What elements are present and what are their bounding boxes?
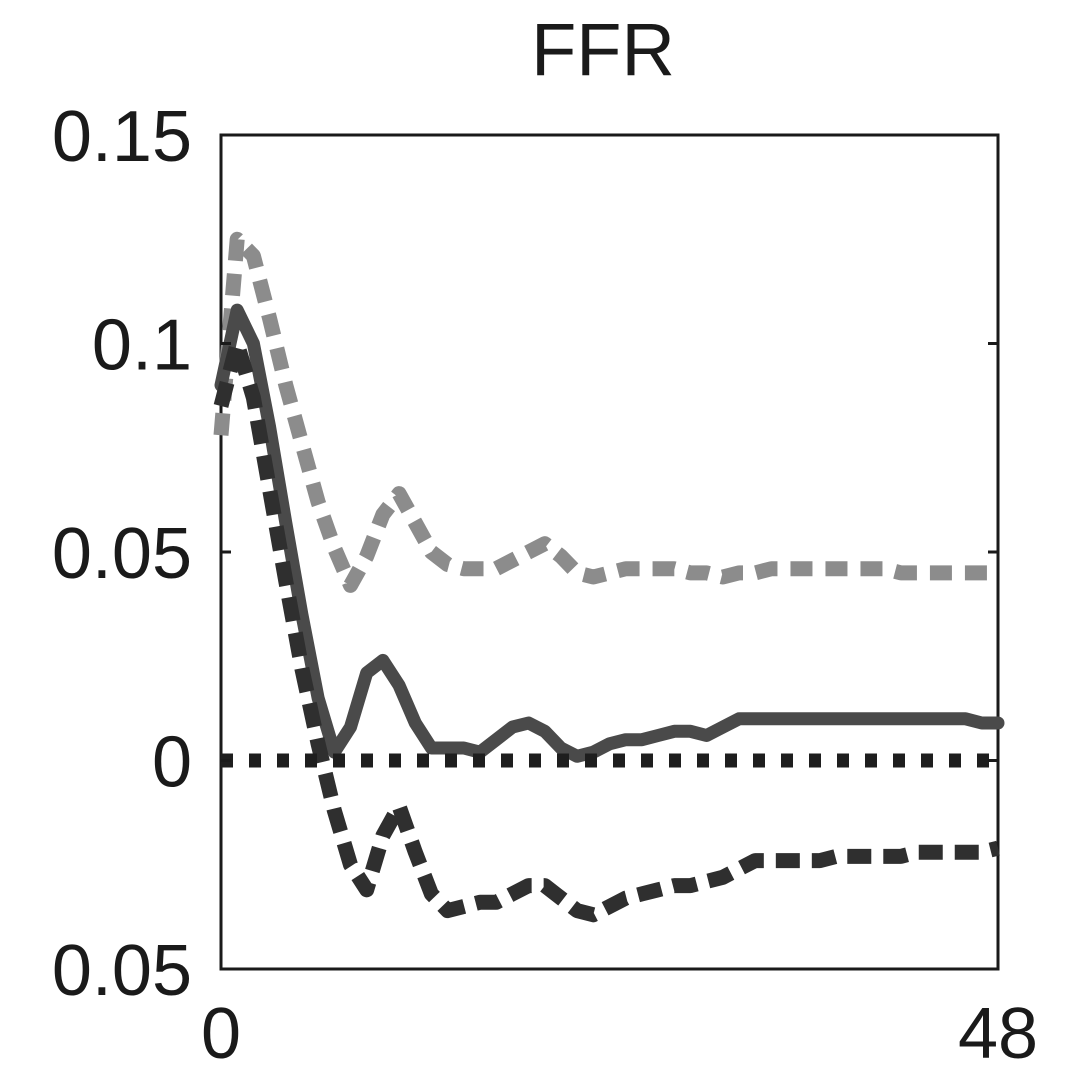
y-axis-ticks: 0.15 0.1 0.05 0 0.05 [52,97,998,1011]
y-tick-label: 0.15 [52,97,192,177]
series-line-2-solid [214,303,1005,763]
y-tick-label: 0 [152,723,192,803]
series-line-1-dashed-light [213,231,998,593]
y-tick-label: 0.1 [92,306,192,386]
series-layer [213,231,1005,923]
x-tick-label: 0 [201,994,241,1074]
y-tick-label: 0.05 [52,514,192,594]
x-axis-ticks: 0 48 [201,994,1038,1074]
x-tick-label: 48 [958,994,1038,1074]
series-line-3-dashed-dark [213,336,1000,923]
y-tick-label: 0.05 [52,931,192,1011]
chart-title: FFR [531,8,675,91]
